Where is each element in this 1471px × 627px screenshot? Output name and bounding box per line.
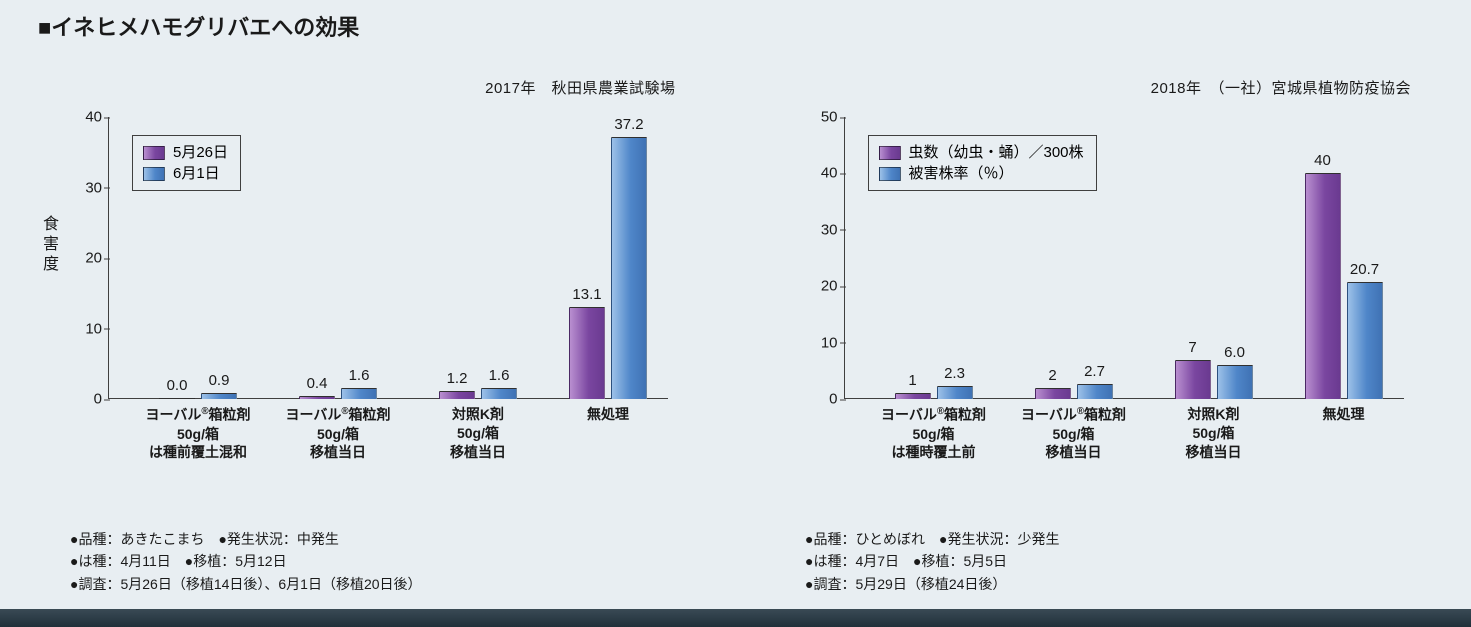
bar-value-label: 0.9 (209, 372, 230, 389)
bar-blue (611, 137, 647, 399)
legend-item: 虫数（幼虫・蛹）／300株 (879, 142, 1084, 163)
bar-value-label: 1.2 (447, 370, 468, 387)
legend-label: 被害株率（％） (909, 163, 1014, 184)
footnote-line: ●調査：5月26日（移植14日後）、6月1日（移植20日後） (70, 573, 422, 595)
bar-blue (481, 388, 517, 399)
bar-blue (341, 388, 377, 399)
bar-value-label: 2.3 (944, 365, 965, 382)
legend-swatch (879, 146, 901, 160)
bar-value-label: 1.6 (349, 367, 370, 384)
x-category-label: 対照K剤50g/箱移植当日 (1186, 405, 1242, 462)
footnote-line: ●は種：4月11日 ●移植：5月12日 (70, 550, 422, 572)
bar-value-label: 1.6 (489, 367, 510, 384)
plot-area: 0102030405012.3ヨーバル®箱粒剤50g/箱は種時覆土前22.7ヨー… (844, 117, 1404, 399)
legend-item: 6月1日 (143, 163, 228, 184)
footnote-line: ●は種：4月7日 ●移植：5月5日 (805, 550, 1060, 572)
y-tick: 10 (802, 334, 838, 351)
bar-value-label: 20.7 (1350, 261, 1379, 278)
bar-purple (159, 398, 195, 399)
y-axis-label: 食害度 (36, 215, 60, 275)
x-category-label: ヨーバル®箱粒剤50g/箱移植当日 (285, 405, 390, 462)
bar-blue (937, 386, 973, 399)
legend-swatch (879, 167, 901, 181)
bar-purple (439, 391, 475, 399)
x-category-label: ヨーバル®箱粒剤50g/箱は種時覆土前 (881, 405, 986, 462)
bar-value-label: 6.0 (1224, 344, 1245, 361)
bar-value-label: 1 (908, 372, 916, 389)
panel-note: 2018年 （一社）宮城県植物防疫協会 (1151, 77, 1411, 98)
legend-item: 5月26日 (143, 142, 228, 163)
chart-footnotes: ●品種：ひとめぼれ ●発生状況：少発生●は種：4月7日 ●移植：5月5日●調査：… (805, 528, 1060, 595)
bar-purple (1035, 388, 1071, 399)
charts-row: 2017年 秋田県農業試験場食害度0102030400.00.9ヨーバル®箱粒剤… (0, 55, 1471, 505)
x-category-label: 無処理 (587, 405, 629, 424)
legend: 虫数（幼虫・蛹）／300株被害株率（％） (868, 135, 1097, 191)
y-tick: 20 (66, 250, 102, 267)
y-tick: 40 (802, 165, 838, 182)
legend: 5月26日6月1日 (132, 135, 241, 191)
legend-swatch (143, 146, 165, 160)
bar-value-label: 40 (1314, 152, 1331, 169)
footnote-line: ●品種：あきたこまち ●発生状況：中発生 (70, 528, 422, 550)
y-tick: 40 (66, 109, 102, 126)
bar-purple (895, 393, 931, 399)
bar-value-label: 37.2 (614, 116, 643, 133)
bar-blue (1217, 365, 1253, 399)
x-category-label: 無処理 (1323, 405, 1365, 424)
bar-value-label: 0.0 (167, 377, 188, 394)
legend-swatch (143, 167, 165, 181)
chart-footnotes: ●品種：あきたこまち ●発生状況：中発生●は種：4月11日 ●移植：5月12日●… (70, 528, 422, 595)
chart-panel-right: 2018年 （一社）宮城県植物防疫協会 0 10 20 30 40 50 1 2.3 ヨーバル®箱… (736, 55, 1471, 505)
panel-note: 2017年 秋田県農業試験場 (485, 77, 675, 98)
bar-blue (201, 393, 237, 399)
bar-value-label: 13.1 (572, 286, 601, 303)
bar-blue (1347, 282, 1383, 399)
bar-purple (1305, 173, 1341, 399)
y-tick: 50 (802, 109, 838, 126)
legend-label: 6月1日 (173, 163, 220, 184)
x-category-label: ヨーバル®箱粒剤50g/箱は種前覆土混和 (145, 405, 250, 462)
x-category-label: ヨーバル®箱粒剤50g/箱移植当日 (1021, 405, 1126, 462)
bar-value-label: 2.7 (1084, 363, 1105, 380)
plot-area: 0102030400.00.9ヨーバル®箱粒剤50g/箱は種前覆土混和0.41.… (108, 117, 668, 399)
chart-panel-left: 2017年 秋田県農業試験場食害度 0 10 20 30 40 0.0 0.9 ヨーバル®箱粒剤… (0, 55, 736, 505)
bar-purple (1175, 360, 1211, 399)
y-tick: 20 (802, 278, 838, 295)
y-tick: 30 (802, 221, 838, 238)
page-title: ■イネヒメハモグリバエへの効果 (38, 10, 359, 42)
y-tick: 0 (802, 391, 838, 408)
y-tick: 30 (66, 179, 102, 196)
legend-label: 5月26日 (173, 142, 228, 163)
legend-item: 被害株率（％） (879, 163, 1084, 184)
footnote-line: ●品種：ひとめぼれ ●発生状況：少発生 (805, 528, 1060, 550)
y-tick: 10 (66, 320, 102, 337)
y-tick: 0 (66, 391, 102, 408)
bar-purple (299, 396, 335, 399)
bar-value-label: 2 (1048, 367, 1056, 384)
bar-blue (1077, 384, 1113, 399)
x-category-label: 対照K剤50g/箱移植当日 (450, 405, 506, 462)
footer-band (0, 609, 1471, 627)
bar-purple (569, 307, 605, 399)
footnote-line: ●調査：5月29日（移植24日後） (805, 573, 1060, 595)
bar-value-label: 0.4 (307, 375, 328, 392)
bar-value-label: 7 (1188, 339, 1196, 356)
legend-label: 虫数（幼虫・蛹）／300株 (909, 142, 1084, 163)
